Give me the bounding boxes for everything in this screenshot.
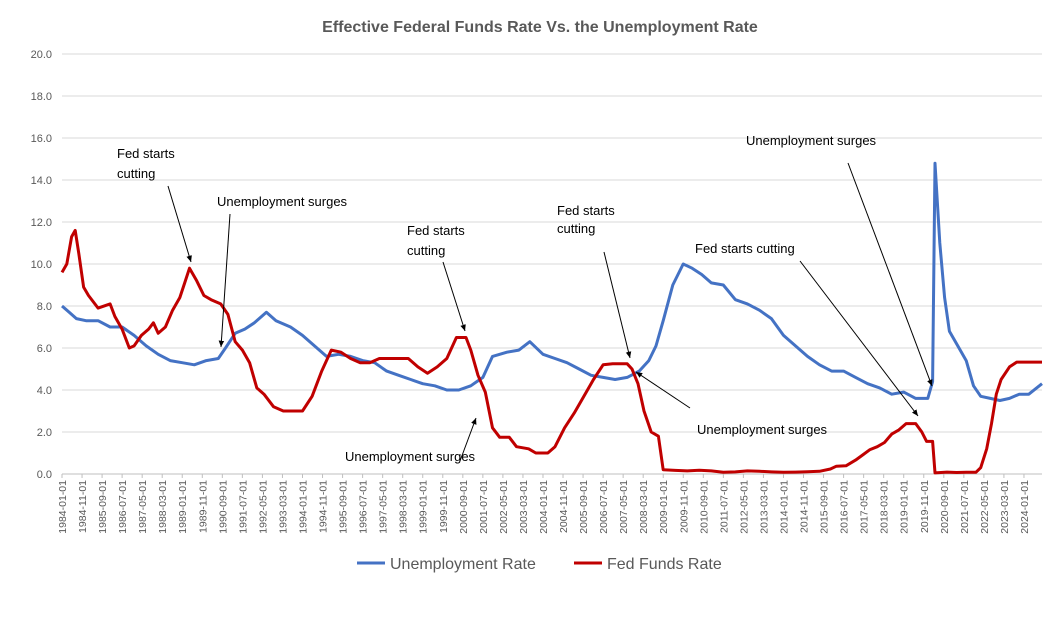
annotation-arrow (603, 251, 632, 359)
x-tick-label: 1988-03-01 (157, 480, 169, 534)
y-tick-label: 16.0 (31, 133, 52, 145)
annotation-line: cutting (407, 243, 445, 258)
annotation-line: Fed starts (557, 203, 615, 218)
x-tick-label: 2001-07-01 (478, 480, 490, 534)
x-tick-label: 1999-01-01 (418, 480, 430, 534)
annotation-fed-cutting-2000: Fed starts cutting (407, 223, 468, 258)
x-tick-label: 1994-11-01 (318, 480, 330, 533)
x-tick-label: 1996-07-01 (358, 480, 370, 534)
annotation-fed-cutting-2019: Fed starts cutting (695, 241, 795, 256)
x-tick-label: 1997-05-01 (378, 480, 390, 534)
x-tick-label: 2011-07-01 (718, 480, 730, 533)
y-tick-label: 14.0 (31, 175, 52, 187)
y-tick-label: 2.0 (37, 427, 52, 439)
x-tick-label: 2016-07-01 (839, 480, 851, 534)
x-tick-label: 1984-01-01 (57, 480, 69, 534)
x-tick-label: 2004-01-01 (538, 480, 550, 534)
y-tick-label: 20.0 (31, 49, 52, 61)
x-tick-label: 1987-05-01 (137, 480, 149, 534)
x-tick-label: 1998-03-01 (398, 480, 410, 534)
x-tick-label: 2019-11-01 (919, 480, 931, 533)
unemployment-rate-line (61, 161, 1043, 402)
x-tick-label: 2009-11-01 (678, 480, 690, 533)
x-tick-label: 2014-11-01 (799, 480, 811, 533)
fed-funds-rate-line (60, 228, 1042, 475)
x-tick-label: 2002-05-01 (498, 480, 510, 534)
x-tick-label: 2015-09-01 (819, 480, 831, 534)
x-tick-label: 1985-09-01 (97, 480, 109, 534)
chart-title: Effective Federal Funds Rate Vs. the Une… (322, 19, 758, 36)
x-tick-label: 2012-05-01 (738, 480, 750, 534)
x-tick-label: 2018-03-01 (879, 480, 891, 534)
legend: Unemployment Rate Fed Funds Rate (357, 556, 722, 573)
annotation-unemployment-surges-1990: Unemployment surges (217, 194, 348, 209)
annotation-arrow (218, 213, 231, 348)
x-tick-label: 1984-11-01 (77, 480, 89, 533)
y-tick-label: 8.0 (37, 301, 52, 313)
y-tick-label: 18.0 (31, 91, 52, 103)
annotation-fed-cutting-2007: Fed starts cutting (557, 203, 618, 236)
annotation-unemployment-surges-2020: Unemployment surges (746, 133, 877, 148)
y-tick-label: 12.0 (31, 217, 52, 229)
series-lines (60, 161, 1043, 475)
x-axis-ticks: 1984-01-01 1984-11-01 1985-09-01 1986-07-01… (57, 474, 1031, 534)
annotation-arrow (167, 185, 192, 263)
annotation-arrow (799, 260, 919, 417)
x-tick-label: 2021-07-01 (959, 480, 971, 534)
x-tick-label: 2008-03-01 (638, 480, 650, 534)
x-tick-label: 1995-09-01 (338, 480, 350, 534)
x-tick-label: 2005-09-01 (578, 480, 590, 534)
x-tick-label: 1989-01-01 (177, 480, 189, 534)
x-tick-label: 1994-01-01 (297, 480, 309, 534)
x-tick-label: 1992-05-01 (257, 480, 269, 534)
x-tick-label: 2022-05-01 (979, 480, 991, 534)
legend-fedfunds-label: Fed Funds Rate (607, 556, 722, 573)
x-tick-label: 2003-03-01 (518, 480, 530, 534)
y-axis-ticks: 0.0 2.0 4.0 6.0 8.0 10.0 12.0 14.0 16.0 18.0 20.0 (31, 49, 52, 481)
gridlines (62, 53, 1042, 433)
legend-unemployment-label: Unemployment Rate (390, 556, 536, 573)
x-tick-label: 2017-05-01 (859, 480, 871, 534)
y-tick-label: 0.0 (37, 469, 52, 481)
x-tick-label: 2023-03-01 (999, 480, 1011, 534)
annotation-line: Fed starts (407, 223, 465, 238)
annotation-unemployment-surges-2001: Unemployment surges (345, 449, 476, 464)
x-tick-label: 2009-01-01 (658, 480, 670, 534)
x-tick-label: 2020-09-01 (939, 480, 951, 534)
annotation-line: Fed starts (117, 146, 175, 161)
annotation-fed-cutting-1989: Fed starts cutting (117, 146, 178, 181)
annotation-arrow (635, 371, 691, 409)
x-tick-label: 2014-01-01 (778, 480, 790, 534)
y-tick-label: 6.0 (37, 343, 52, 355)
annotation-arrow (459, 417, 477, 462)
x-tick-label: 2004-11-01 (558, 480, 570, 533)
x-tick-label: 2013-03-01 (758, 480, 770, 534)
x-tick-label: 2006-07-01 (598, 480, 610, 534)
y-tick-label: 10.0 (31, 259, 52, 271)
x-tick-label: 2024-01-01 (1019, 480, 1031, 534)
x-tick-label: 2000-09-01 (458, 480, 470, 534)
x-tick-label: 1993-03-01 (277, 480, 289, 534)
x-tick-label: 1991-07-01 (237, 480, 249, 534)
annotation-line: cutting (557, 221, 595, 236)
annotation-arrow (442, 261, 466, 332)
annotation-arrow (847, 162, 933, 387)
x-tick-label: 2019-01-01 (899, 480, 911, 534)
y-tick-label: 4.0 (37, 385, 52, 397)
x-tick-label: 1990-09-01 (217, 480, 229, 534)
x-tick-label: 1986-07-01 (117, 480, 129, 534)
x-tick-label: 1999-11-01 (438, 480, 450, 533)
annotation-unemployment-surges-2008: Unemployment surges (697, 422, 828, 437)
annotations: Fed starts cutting Unemployment surges F… (117, 133, 933, 464)
x-tick-label: 2007-05-01 (618, 480, 630, 534)
annotation-line: cutting (117, 166, 155, 181)
x-tick-label: 1989-11-01 (197, 480, 209, 533)
x-tick-label: 2010-09-01 (698, 480, 710, 534)
